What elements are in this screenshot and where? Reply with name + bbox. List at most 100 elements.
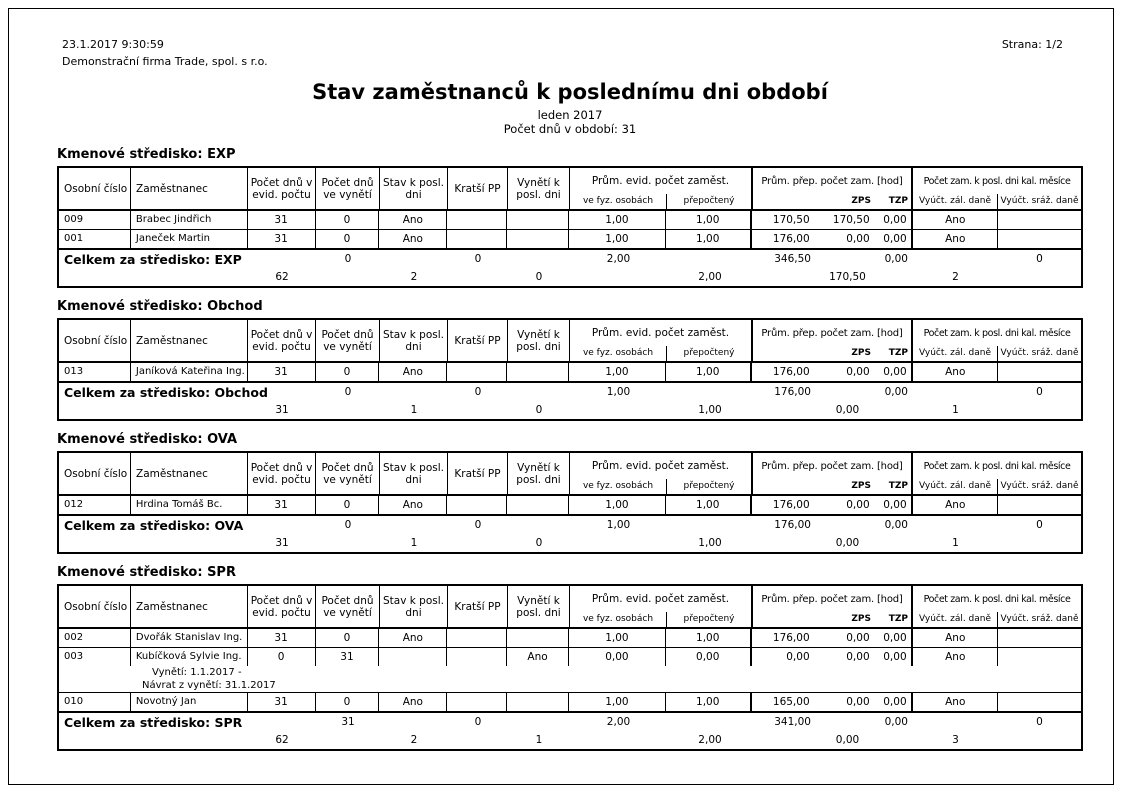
total-zal-dane: 1 (952, 537, 959, 549)
cell-vyneti-posl (507, 496, 569, 514)
col-header-pocet-dnu-evid: Počet dnů v evid. počtu (248, 453, 316, 494)
group-title-pocet-zam: Počet zam. k posl. dni kal. měsíce (923, 175, 1071, 187)
subcol-zps: ZPS (851, 348, 871, 358)
generated-datetime: 23.1.2017 9:30:59 (62, 38, 164, 51)
cell-kratsi-pp (447, 230, 508, 248)
cell-sraz-dane (998, 363, 1081, 381)
cell-sraz-dane (998, 629, 1081, 647)
vyneti-notes: Vynětí: 1.1.2017 - Návrat z vynětí: 31.1… (59, 666, 1081, 693)
col-header-pocet-dnu-evid: Počet dnů v evid. počtu (248, 320, 316, 361)
group-title-prum-prep: Prům. přep. počet zam. [hod] (761, 175, 903, 187)
cell-osobni-cislo: 003 (59, 648, 131, 666)
employees-table: Osobní číslo Zaměstnanec Počet dnů v evi… (57, 166, 1083, 288)
group-title-prum-evid: Prům. evid. počet zaměst. (591, 175, 730, 187)
group-title-prum-prep: Prům. přep. počet zam. [hod] (761, 593, 903, 605)
cell-vyneti-posl (507, 363, 569, 381)
cell-stav-posl: Ano (379, 211, 448, 229)
subcol-vyuct-zal-dane: Vyúčt. zál. daně (913, 479, 998, 494)
subcol-tzp: TZP (888, 196, 908, 206)
totals-block: Celkem za středisko: Obchod 0 0 1,00 176… (59, 381, 1081, 419)
cell-stav-posl: Ano (379, 629, 448, 647)
cell-zal-dane: Ano (913, 693, 999, 711)
col-header-zamestnanec: Zaměstnanec (131, 320, 248, 361)
total-prepocteny: 1,00 (698, 537, 722, 549)
employee-row: 010 Novotný Jan 31 0 Ano 1,00 1,00 165,0… (59, 693, 1081, 711)
group-header-pocet-zam: Počet zam. k posl. dni kal. měsíce Vyúčt… (913, 586, 1081, 627)
totals-row-1: Celkem za středisko: OVA 0 0 1,00 176,00… (59, 516, 1081, 534)
cell-prepocteny: 1,00 (666, 211, 752, 229)
col-header-stav-k-posl-dni: Stav k posl. dni (380, 168, 448, 209)
total-zal-dane: 1 (952, 404, 959, 416)
total-prepocteny: 2,00 (698, 734, 722, 746)
cell-sraz-dane (998, 230, 1081, 248)
cell-zamestnanec: Janeček Martin (131, 230, 248, 248)
col-header-kratsi-pp: Kratší PP (448, 453, 508, 494)
col-header-stav-k-posl-dni: Stav k posl. dni (380, 453, 448, 494)
cell-tzp: 0,00 (883, 366, 907, 378)
total-zps: 0,00 (835, 537, 860, 549)
cell-zamestnanec: Dvořák Stanislav Ing. (131, 629, 248, 647)
total-vyneti-posl: 0 (535, 537, 543, 549)
cell-prepocteny: 1,00 (666, 230, 752, 248)
employee-row: 001 Janeček Martin 31 0 Ano 1,00 1,00 17… (59, 230, 1081, 248)
section-exp: Kmenové středisko: EXP Osobní číslo Zamě… (57, 147, 1083, 288)
cell-hod: 176,00 (772, 632, 810, 644)
group-title-pocet-zam: Počet zam. k posl. dni kal. měsíce (923, 327, 1071, 339)
cell-days-evid: 31 (248, 693, 316, 711)
total-fyz: 1,00 (606, 386, 631, 398)
group-title-prum-evid: Prům. evid. počet zaměst. (591, 593, 730, 605)
cell-stav-posl: Ano (379, 230, 448, 248)
group-title-prum-evid: Prům. evid. počet zaměst. (591, 327, 730, 339)
total-stav-posl: 1 (410, 537, 418, 549)
cell-vyneti-posl: Ano (507, 648, 569, 666)
cell-days-vyneti: 0 (316, 363, 380, 381)
subcol-vyuct-zal-dane: Vyúčt. zál. daně (913, 612, 998, 627)
cell-stav-posl: Ano (379, 693, 448, 711)
col-header-pocet-dnu-evid: Počet dnů v evid. počtu (248, 586, 316, 627)
total-days-vyneti: 31 (341, 716, 355, 728)
subcol-vyuct-zal-dane: Vyúčt. zál. daně (913, 346, 998, 361)
employee-row: 013 Janíková Kateřina Ing. 31 0 Ano 1,00… (59, 363, 1081, 381)
note-line: Vynětí: 1.1.2017 - (152, 666, 242, 678)
total-days-evid: 31 (275, 537, 289, 549)
subcol-prepocteny: přepočtený (683, 348, 735, 358)
cell-osobni-cislo: 009 (59, 211, 131, 229)
subcol-tzp: TZP (888, 348, 908, 358)
cell-sraz-dane (998, 648, 1081, 666)
total-hod: 346,50 (774, 253, 811, 265)
section-title: Kmenové středisko: SPR (57, 565, 236, 580)
cell-zal-dane: Ano (913, 363, 999, 381)
group-header-prum-evid: Prům. evid. počet zaměst. ve fyz. osobác… (570, 586, 753, 627)
total-kratsi-pp: 0 (474, 253, 482, 265)
cell-vyneti-posl (507, 211, 569, 229)
total-zal-dane: 2 (952, 271, 959, 283)
subcol-vyuct-sraz-dane: Vyúčt. sráž. daně (1000, 196, 1079, 206)
employees-table: Osobní číslo Zaměstnanec Počet dnů v evi… (57, 584, 1083, 751)
total-days-evid: 31 (275, 404, 289, 416)
cell-kratsi-pp (447, 496, 508, 514)
subcol-tzp: TZP (888, 614, 908, 624)
cell-vyneti-posl (507, 629, 569, 647)
total-label: Celkem za středisko: Obchod (64, 384, 268, 400)
total-days-vyneti: 0 (344, 253, 352, 265)
group-title-prum-evid: Prům. evid. počet zaměst. (591, 460, 730, 472)
col-header-vyneti-k-posl-dni: Vynětí k posl. dni (508, 453, 570, 494)
totals-block: Celkem za středisko: OVA 0 0 1,00 176,00… (59, 514, 1081, 552)
cell-kratsi-pp (447, 363, 508, 381)
cell-hod-group: 176,00 0,00 0,00 (752, 230, 914, 248)
total-zps: 0,00 (835, 734, 860, 746)
col-header-pocet-dnu-vyneti: Počet dnů ve vynětí (316, 453, 380, 494)
cell-days-vyneti: 0 (316, 629, 380, 647)
col-header-vyneti-k-posl-dni: Vynětí k posl. dni (508, 586, 570, 627)
cell-days-evid: 31 (248, 363, 316, 381)
total-vyneti-posl: 1 (535, 734, 543, 746)
period-label: leden 2017 (537, 108, 603, 122)
employee-row: 003 Kubíčková Sylvie Ing. 0 31 Ano 0,00 … (59, 648, 1081, 666)
cell-tzp: 0,00 (883, 233, 907, 245)
cell-fyz: 1,00 (569, 496, 666, 514)
totals-row-1: Celkem za středisko: SPR 31 0 2,00 341,0… (59, 713, 1081, 731)
cell-sraz-dane (998, 496, 1081, 514)
col-header-osobni-cislo: Osobní číslo (59, 586, 131, 627)
col-header-pocet-dnu-vyneti: Počet dnů ve vynětí (316, 168, 380, 209)
